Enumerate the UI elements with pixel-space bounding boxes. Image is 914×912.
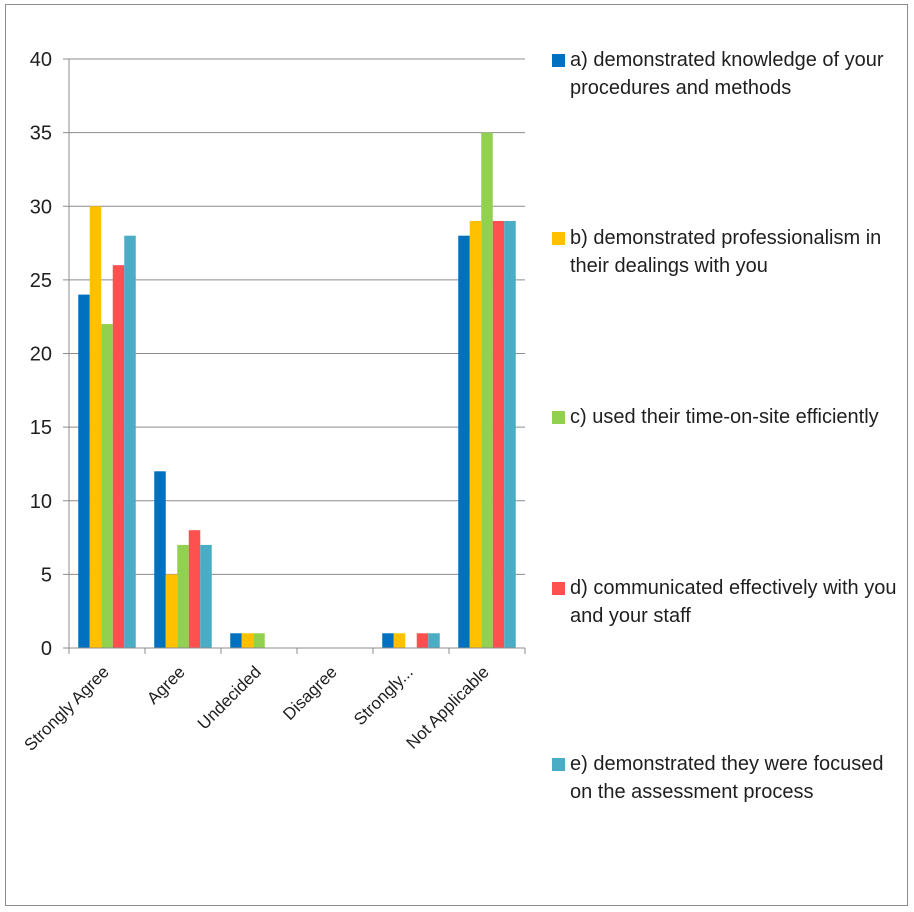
legend-label: c) used their time-on-site efficiently bbox=[570, 406, 879, 428]
legend-swatch bbox=[552, 758, 565, 771]
bar bbox=[393, 633, 406, 648]
bar bbox=[241, 633, 254, 648]
bar bbox=[200, 544, 212, 648]
bar bbox=[165, 574, 178, 648]
bar bbox=[78, 294, 90, 648]
y-tick-label: 5 bbox=[41, 564, 52, 586]
legend-item: a) demonstrated knowledge of your proced… bbox=[552, 46, 900, 102]
legend-swatch bbox=[552, 54, 565, 67]
x-tick-label: Undecided bbox=[194, 662, 265, 733]
legend-swatch bbox=[552, 582, 565, 595]
bar bbox=[428, 633, 440, 648]
bar bbox=[504, 220, 516, 648]
bar bbox=[177, 544, 189, 648]
legend-swatch bbox=[552, 232, 565, 245]
bar bbox=[469, 220, 482, 648]
x-tick-label: Strongly Agree bbox=[21, 662, 113, 754]
bar bbox=[481, 132, 493, 648]
bar bbox=[89, 206, 102, 648]
x-tick-label: Strongly... bbox=[350, 662, 417, 729]
y-tick-label: 10 bbox=[30, 491, 52, 513]
chart-frame: 0 5 10 15 20 25 30 35 40 Strongly Agree Agree Unde… bbox=[5, 4, 908, 906]
bar bbox=[253, 633, 265, 648]
y-tick-labels: 0 5 10 15 20 25 30 35 40 bbox=[30, 49, 52, 660]
y-tick-label: 25 bbox=[30, 270, 52, 292]
y-tick-label: 30 bbox=[30, 196, 52, 218]
legend-item: e) demonstrated they were focused on the… bbox=[552, 750, 900, 806]
legend-item: c) used their time-on-site efficiently bbox=[552, 403, 900, 431]
legend-swatch bbox=[552, 411, 565, 424]
bar bbox=[188, 530, 201, 648]
bars bbox=[78, 132, 516, 648]
y-tick-label: 35 bbox=[30, 123, 52, 145]
legend-label: b) demonstrated professionalism in their… bbox=[570, 227, 882, 277]
y-tick-label: 40 bbox=[30, 49, 52, 71]
y-tick-label: 20 bbox=[30, 344, 52, 366]
gridlines bbox=[63, 58, 525, 649]
legend-label: d) communicated effectively with you and… bbox=[570, 577, 897, 627]
y-tick-label: 15 bbox=[30, 417, 52, 439]
legend-item: b) demonstrated professionalism in their… bbox=[552, 224, 900, 280]
bar bbox=[101, 324, 113, 648]
bar bbox=[230, 633, 242, 648]
bar bbox=[416, 633, 429, 648]
legend-label: a) demonstrated knowledge of your proced… bbox=[570, 49, 884, 99]
bar bbox=[492, 220, 505, 648]
bar bbox=[382, 633, 394, 648]
x-tick-label: Disagree bbox=[279, 662, 341, 724]
legend-label: e) demonstrated they were focused on the… bbox=[570, 753, 884, 803]
x-tick-labels: Strongly Agree Agree Undecided Disagree Stro… bbox=[21, 662, 493, 754]
bar bbox=[124, 235, 136, 648]
legend-item: d) communicated effectively with you and… bbox=[552, 574, 900, 630]
axes bbox=[68, 59, 526, 654]
bar-chart: 0 5 10 15 20 25 30 35 40 Strongly Agree Agree Unde… bbox=[21, 49, 526, 755]
bar bbox=[458, 235, 470, 648]
bar bbox=[154, 471, 166, 648]
bar bbox=[112, 265, 125, 648]
x-tick-label: Agree bbox=[143, 662, 189, 708]
y-tick-label: 0 bbox=[41, 638, 52, 660]
